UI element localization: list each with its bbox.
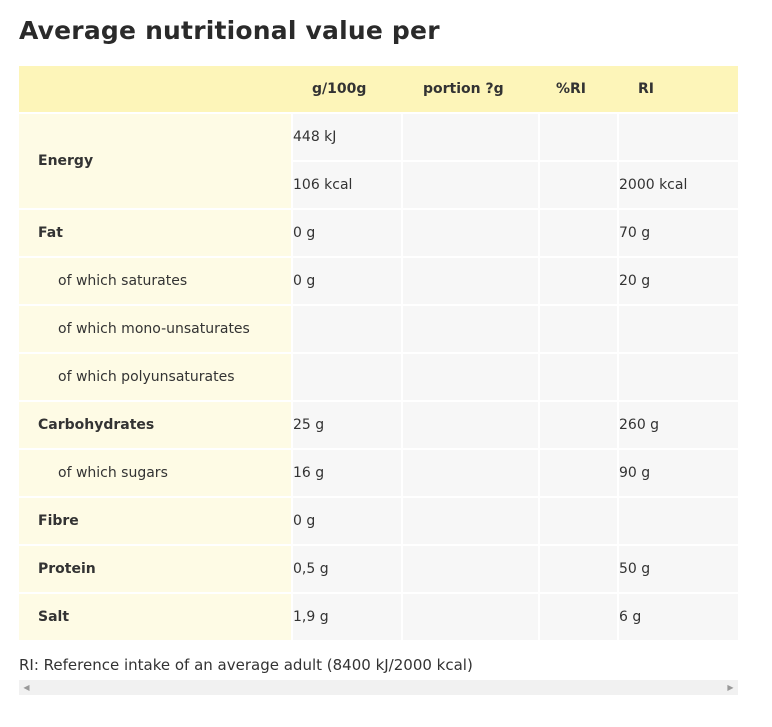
table-row-salt: Salt 1,9 g 6 g <box>19 592 738 640</box>
cell-mono-ri <box>617 304 738 353</box>
cell-poly-pct-ri <box>538 352 618 401</box>
cell-fat-pct-ri <box>538 208 618 257</box>
cell-energy-kcal-portion <box>401 160 539 209</box>
nutrition-table: g/100g portion ?g %RI RI Energy 448 kJ 1… <box>19 66 738 640</box>
header-label-cell <box>19 66 292 113</box>
row-label-fibre: Fibre <box>19 496 292 545</box>
cell-poly-ri <box>617 352 738 401</box>
row-label-fat: Fat <box>19 208 292 257</box>
row-label-carbohydrates: Carbohydrates <box>19 400 292 449</box>
cell-protein-portion <box>401 544 539 593</box>
table-row-energy-kj: Energy 448 kJ <box>19 112 738 209</box>
cell-fibre-ri <box>617 496 738 545</box>
cell-energy-ri-kcal: 2000 kcal <box>617 160 738 209</box>
page-title: Average nutritional value per <box>19 16 440 45</box>
cell-mono-portion <box>401 304 539 353</box>
table-row-saturates: of which saturates 0 g 20 g <box>19 256 738 305</box>
cell-sugars-pct-ri <box>538 448 618 497</box>
header-portion: portion ?g <box>402 66 539 113</box>
cell-salt-per100g: 1,9 g <box>291 592 402 640</box>
table-row-carbohydrates: Carbohydrates 25 g 260 g <box>19 400 738 449</box>
cell-fat-per100g: 0 g <box>291 208 402 257</box>
cell-fibre-per100g: 0 g <box>291 496 402 545</box>
cell-mono-pct-ri <box>538 304 618 353</box>
cell-carbs-pct-ri <box>538 400 618 449</box>
table-row-sugars: of which sugars 16 g 90 g <box>19 448 738 497</box>
cell-protein-pct-ri <box>538 544 618 593</box>
cell-energy-portion <box>401 112 539 161</box>
cell-fibre-pct-ri <box>538 496 618 545</box>
table-row-polyunsaturates: of which polyunsaturates <box>19 352 738 401</box>
horizontal-scrollbar[interactable]: ◀ ▶ <box>19 680 738 695</box>
cell-protein-per100g: 0,5 g <box>291 544 402 593</box>
cell-energy-kj: 448 kJ <box>291 112 402 161</box>
scroll-right-arrow-icon[interactable]: ▶ <box>727 683 734 692</box>
cell-saturates-portion <box>401 256 539 305</box>
row-label-saturates: of which saturates <box>19 256 292 305</box>
table-row-mono-unsaturates: of which mono-unsaturates <box>19 304 738 353</box>
cell-salt-pct-ri <box>538 592 618 640</box>
cell-poly-portion <box>401 352 539 401</box>
row-label-sugars: of which sugars <box>19 448 292 497</box>
cell-saturates-ri: 20 g <box>617 256 738 305</box>
header-ri: RI <box>618 66 738 113</box>
cell-fat-ri: 70 g <box>617 208 738 257</box>
table-row-protein: Protein 0,5 g 50 g <box>19 544 738 593</box>
cell-sugars-portion <box>401 448 539 497</box>
table-header-row: g/100g portion ?g %RI RI <box>19 66 738 113</box>
row-label-protein: Protein <box>19 544 292 593</box>
table-row-energy-kcal: 106 kcal 2000 kcal <box>19 160 738 209</box>
cell-fibre-portion <box>401 496 539 545</box>
scroll-left-arrow-icon[interactable]: ◀ <box>23 683 30 692</box>
row-label-energy: Energy <box>19 112 292 209</box>
cell-carbs-ri: 260 g <box>617 400 738 449</box>
cell-energy-pct-ri <box>538 112 618 161</box>
cell-energy-kcal-pct-ri <box>538 160 618 209</box>
cell-salt-ri: 6 g <box>617 592 738 640</box>
cell-saturates-per100g: 0 g <box>291 256 402 305</box>
cell-carbs-per100g: 25 g <box>291 400 402 449</box>
cell-mono-per100g <box>291 304 402 353</box>
cell-fat-portion <box>401 208 539 257</box>
cell-sugars-per100g: 16 g <box>291 448 402 497</box>
row-label-polyunsaturates: of which polyunsaturates <box>19 352 292 401</box>
cell-energy-kcal: 106 kcal <box>291 160 402 209</box>
cell-poly-per100g <box>291 352 402 401</box>
cell-sugars-ri: 90 g <box>617 448 738 497</box>
row-label-mono-unsaturates: of which mono-unsaturates <box>19 304 292 353</box>
row-label-salt: Salt <box>19 592 292 640</box>
header-per-100g: g/100g <box>292 66 402 113</box>
header-percent-ri: %RI <box>539 66 618 113</box>
cell-carbs-portion <box>401 400 539 449</box>
ri-footnote: RI: Reference intake of an average adult… <box>19 656 473 674</box>
table-row-fat: Fat 0 g 70 g <box>19 208 738 257</box>
cell-energy-ri-kj <box>617 112 738 161</box>
cell-salt-portion <box>401 592 539 640</box>
cell-protein-ri: 50 g <box>617 544 738 593</box>
cell-saturates-pct-ri <box>538 256 618 305</box>
table-row-fibre: Fibre 0 g <box>19 496 738 545</box>
